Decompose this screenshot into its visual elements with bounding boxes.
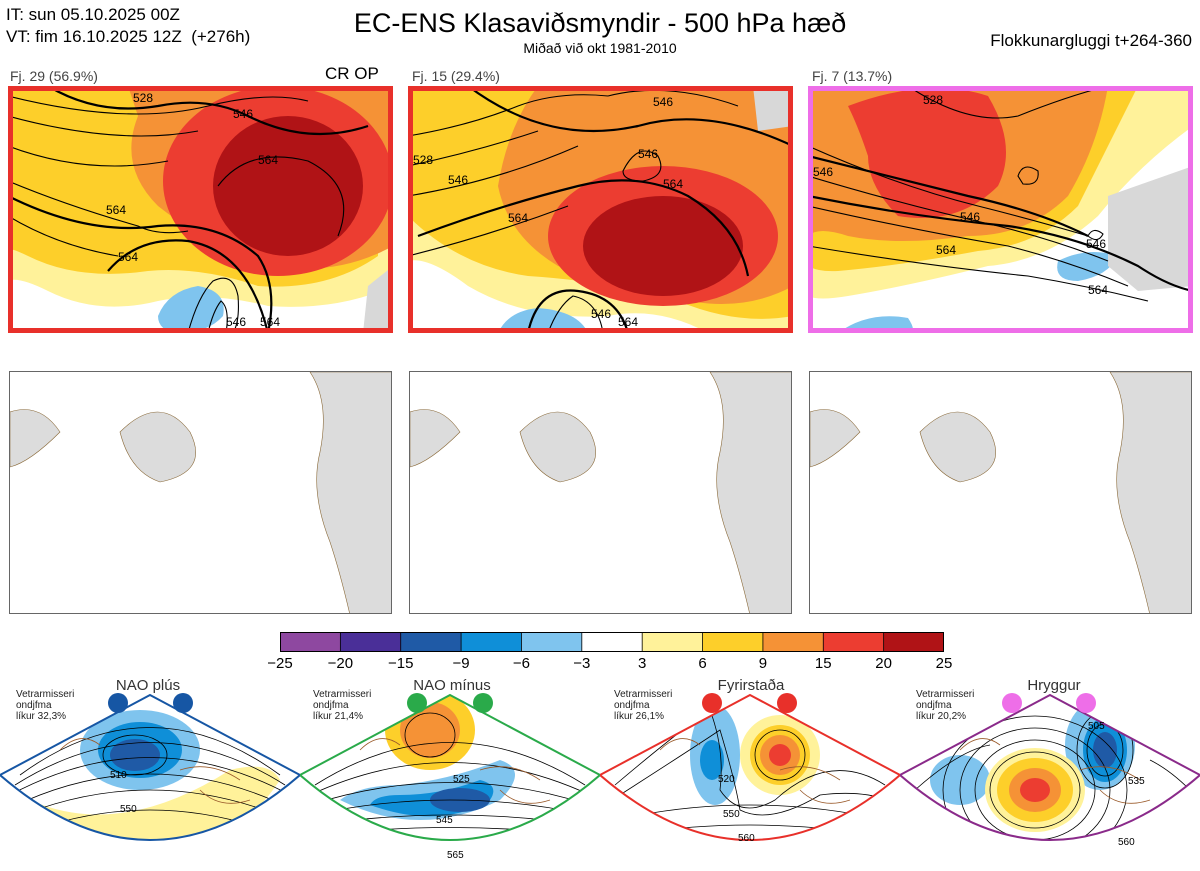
contour-label: 546	[226, 315, 246, 329]
regime-4-map: 505 535 560	[900, 693, 1200, 848]
colorbar-cell	[822, 632, 885, 652]
contour-label: 564	[258, 153, 278, 167]
cluster-1-label: Fj. 29 (56.9%)	[10, 68, 98, 84]
regime-3-dot	[777, 693, 797, 713]
cluster-2-frame	[408, 86, 793, 333]
colorbar-tick-label: −15	[387, 655, 414, 672]
colorbar-tick-label: 20	[875, 655, 892, 672]
regime-1-note: Vetrarmisseri ondjfma líkur 32,3%	[16, 689, 75, 722]
contour-label: 564	[663, 177, 683, 191]
regime-2-title: NAO mínus	[413, 677, 491, 694]
contour-label: 546	[638, 147, 658, 161]
colorbar-tick-label: 25	[935, 655, 953, 672]
colorbar-tick-label: −20	[327, 655, 354, 672]
page-title: EC-ENS Klasaviðsmyndir - 500 hPa hæð	[353, 8, 847, 38]
colorbar-tick-label: 15	[814, 655, 832, 672]
contour-label: 546	[960, 210, 980, 224]
colorbar-cell	[702, 632, 764, 652]
contour-label: 525	[453, 774, 470, 785]
cluster-1-tag: CR OP	[325, 64, 379, 83]
contour-label: 546	[448, 173, 468, 187]
regime-2-note: Vetrarmisseri ondjfma líkur 21,4%	[313, 689, 372, 722]
regime-4-dot	[1076, 693, 1096, 713]
valid-time: VT: fim 16.10.2025 12Z (+276h)	[6, 27, 251, 46]
colorbar-cell	[521, 632, 583, 652]
colorbar-tick-label: −25	[267, 655, 293, 672]
regime-3-map: 520 550 560	[600, 693, 900, 844]
colorbar-cell	[762, 632, 825, 652]
colorbar-tick-label: −3	[573, 655, 591, 672]
regime-1-title: NAO plús	[115, 677, 181, 694]
colorbar-cell	[460, 632, 523, 652]
page-subtitle: Miðað við okt 1981-2010	[523, 40, 677, 56]
colorbar	[280, 632, 944, 652]
contour-label: 564	[508, 211, 528, 225]
header-info: IT: sun 05.10.2025 00Z VT: fim 16.10.202…	[6, 4, 250, 48]
cluster-3-frame	[808, 86, 1193, 333]
cluster-3-map: 528 546 546 564 546 564	[808, 86, 1193, 333]
contour-label: 565	[447, 850, 464, 861]
contour-label: 528	[923, 93, 943, 107]
colorbar-cell	[339, 632, 402, 652]
colorbar-tick-label: 3	[638, 655, 647, 672]
classification-window: Flokkunargluggi t+264-360	[990, 31, 1192, 50]
contour-label: 535	[1128, 776, 1145, 787]
colorbar-tick-label: 6	[698, 655, 707, 672]
contour-label: 546	[591, 307, 611, 321]
contour-label: 564	[936, 243, 956, 257]
contour-label: 550	[120, 804, 137, 815]
regime-2-dot	[473, 693, 493, 713]
contour-label: 564	[1088, 283, 1108, 297]
contour-label: 560	[1118, 837, 1135, 848]
colorbar-tick-label: −9	[452, 655, 470, 672]
colorbar-tick-label: −6	[512, 655, 531, 672]
cluster-2-map: 546 546 564 564 528 546 546 564	[408, 86, 793, 333]
contour-label: 564	[618, 315, 638, 329]
colorbar-tick-label: 9	[758, 655, 768, 672]
contour-label: 546	[233, 107, 253, 121]
regime-1-map: 510 550	[0, 693, 300, 841]
empty-map-1	[9, 371, 392, 614]
regime-4-note: Vetrarmisseri ondjfma líkur 20,2%	[916, 689, 975, 722]
contour-label: 564	[260, 315, 280, 329]
regime-1-dot	[108, 693, 128, 713]
empty-map-3	[809, 371, 1192, 614]
regime-1-dot	[173, 693, 193, 713]
empty-map-2	[409, 371, 792, 614]
contour-label: 528	[133, 91, 153, 105]
regime-3-note: Vetrarmisseri ondjfma líkur 26,1%	[614, 689, 673, 722]
contour-label: 550	[723, 809, 740, 820]
contour-label: 510	[110, 770, 127, 781]
colorbar-cell	[581, 632, 644, 652]
regime-2-dot	[407, 693, 427, 713]
contour-label: 560	[738, 833, 755, 844]
contour-label: 528	[413, 153, 433, 167]
contour-label: 546	[813, 165, 833, 179]
regime-4-title: Hryggur	[1027, 677, 1081, 694]
cluster-1-frame	[8, 86, 393, 333]
cluster-1-map: 546 564 564 564 546 564 528	[8, 86, 393, 333]
contour-label: 564	[106, 203, 126, 217]
contour-label: 520	[718, 774, 735, 785]
contour-label: 505	[1088, 721, 1105, 732]
init-time: IT: sun 05.10.2025 00Z	[6, 5, 180, 24]
contour-label: 546	[1086, 237, 1106, 251]
contour-label: 545	[436, 815, 453, 826]
colorbar-cell	[400, 632, 462, 652]
regime-3-dot	[702, 693, 722, 713]
contour-label: 546	[653, 95, 673, 109]
cluster-3-label: Fj. 7 (13.7%)	[812, 68, 893, 84]
colorbar-cell	[883, 632, 944, 652]
regime-3-title: Fyrirstaða	[717, 677, 785, 694]
contour-label: 564	[118, 250, 138, 264]
regime-2-map: 525 545 565	[300, 693, 600, 861]
colorbar-cell	[280, 632, 342, 652]
regime-4-dot	[1002, 693, 1022, 713]
cluster-2-label: Fj. 15 (29.4%)	[412, 68, 500, 84]
colorbar-cell	[641, 632, 704, 652]
